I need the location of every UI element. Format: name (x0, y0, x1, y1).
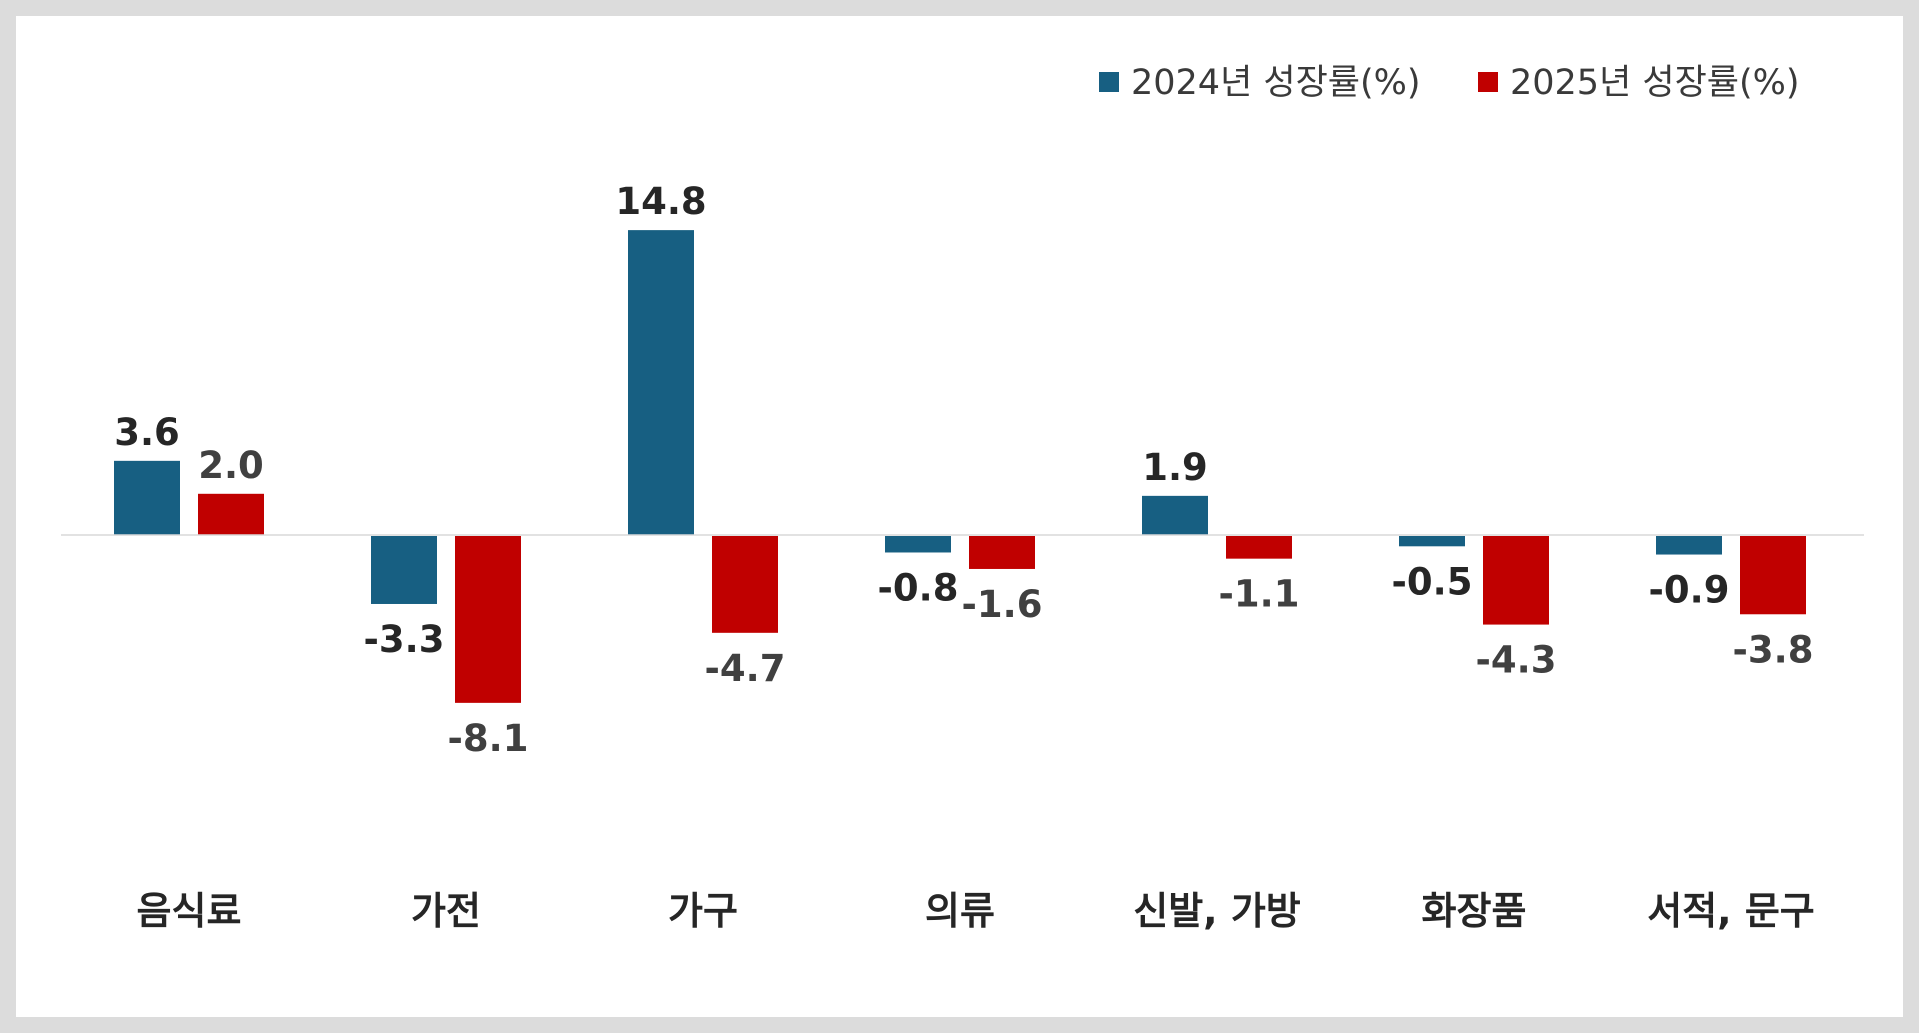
category-label: 음식료 (137, 889, 242, 933)
legend-swatch-series1 (1099, 72, 1119, 92)
value-label-series1-cat4: -0.8 (878, 566, 959, 609)
value-label-series1-cat6: -0.5 (1392, 560, 1473, 603)
bar-series1-cat4 (885, 536, 951, 553)
bar-series2-cat6 (1483, 536, 1549, 625)
value-label-series1-cat3: 14.8 (615, 180, 706, 223)
bar-series2-cat1 (198, 493, 264, 535)
value-label-series2-cat4: -1.6 (962, 583, 1043, 626)
chart-frame: 2024년 성장률(%) 2025년 성장률(%) 3.6 2.0 -3.3 -8.1 1… (16, 16, 1903, 1017)
value-label-series1-cat1: 3.6 (114, 411, 180, 454)
legend-label-series2: 2025년 성장률(%) (1510, 63, 1800, 103)
legend: 2024년 성장률(%) 2025년 성장률(%) (1099, 63, 1800, 103)
value-label-series2-cat1: 2.0 (198, 444, 264, 487)
value-label-series1-cat2: -3.3 (364, 618, 445, 661)
bar-series1-cat7 (1656, 536, 1722, 555)
bar-series1-cat2 (371, 536, 437, 604)
bar-series1-cat1 (114, 460, 180, 535)
bar-series2-cat7 (1740, 536, 1806, 615)
category-label: 화장품 (1422, 889, 1527, 933)
bar-chart: 2024년 성장률(%) 2025년 성장률(%) 3.6 2.0 -3.3 -8.1 1… (61, 63, 1864, 933)
value-label-series2-cat3: -4.7 (705, 647, 786, 690)
bar-series1-cat3 (628, 230, 694, 535)
value-label-series1-cat7: -0.9 (1649, 569, 1730, 612)
bar-series2-cat3 (712, 536, 778, 633)
value-label-series2-cat2: -8.1 (448, 717, 529, 760)
bar-series2-cat5 (1226, 536, 1292, 559)
value-label-series2-cat6: -4.3 (1476, 639, 1557, 682)
bar-series1-cat5 (1142, 495, 1208, 535)
category-label: 서적, 문구 (1647, 889, 1815, 933)
bar-series2-cat4 (969, 536, 1035, 569)
legend-swatch-series2 (1478, 72, 1498, 92)
category-label: 가전 (411, 889, 481, 933)
bar-series2-cat2 (455, 536, 521, 703)
value-labels-layer: 3.6 2.0 -3.3 -8.1 14.8 -4.7 -0.8 -1.6 1.9 -1.1 -0.… (114, 180, 1813, 760)
category-label: 의류 (925, 889, 995, 933)
bars-layer (114, 230, 1806, 703)
category-label: 신발, 가방 (1133, 889, 1301, 933)
value-label-series2-cat5: -1.1 (1219, 573, 1300, 616)
bar-series1-cat6 (1399, 536, 1465, 547)
legend-label-series1: 2024년 성장률(%) (1131, 63, 1421, 103)
value-label-series2-cat7: -3.8 (1733, 628, 1814, 671)
value-label-series1-cat5: 1.9 (1142, 446, 1208, 489)
category-label: 가구 (668, 889, 738, 933)
category-labels-layer: 음식료 가전 가구 의류 신발, 가방 화장품 서적, 문구 (137, 889, 1815, 933)
